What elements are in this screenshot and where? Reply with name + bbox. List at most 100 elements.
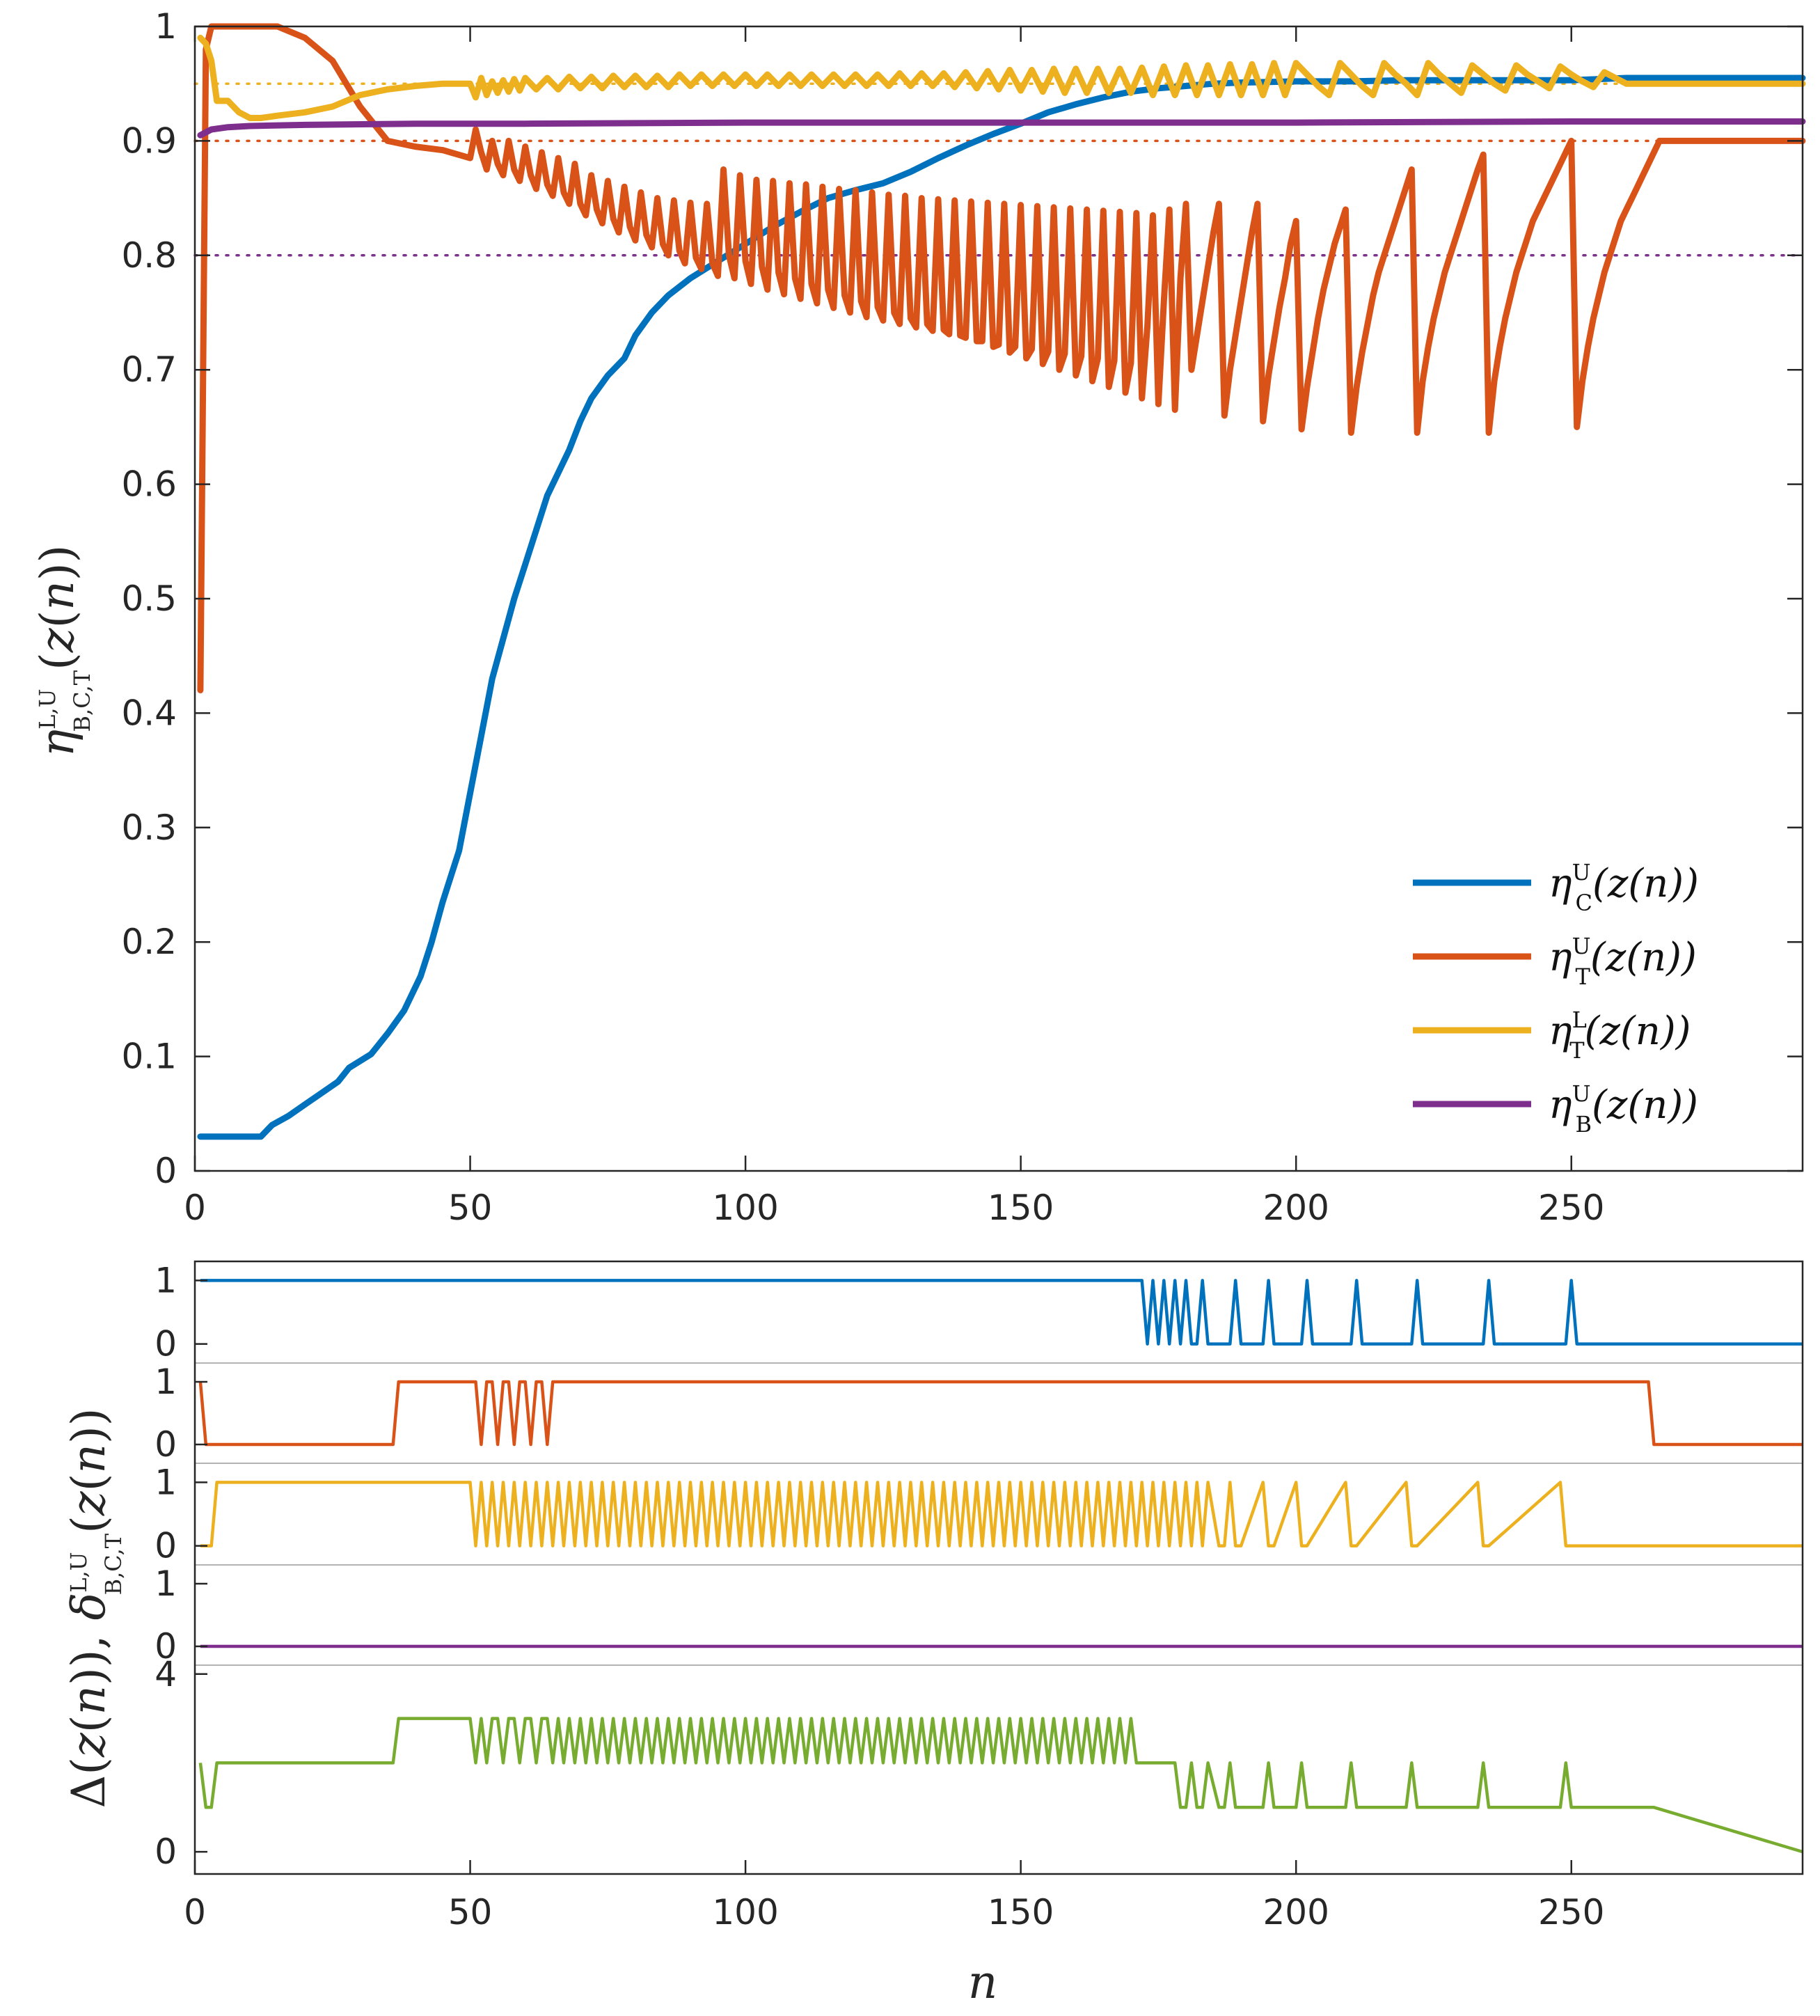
y-label-n2: n bbox=[62, 1444, 116, 1474]
y-label-z2: z bbox=[62, 1490, 116, 1516]
series-line-yellow bbox=[197, 34, 1806, 121]
x-tick-label: 250 bbox=[1538, 1188, 1604, 1228]
legend-sub: T bbox=[1569, 1037, 1585, 1064]
legend-main: η bbox=[1549, 1082, 1572, 1128]
y-label-sub: B,C,T bbox=[69, 670, 95, 732]
bottom-chart-axes-frame bbox=[193, 1260, 1804, 1875]
x-tick-label: 200 bbox=[1263, 1188, 1329, 1228]
x-tick-label: 100 bbox=[712, 1188, 778, 1228]
indicator-panel-orange bbox=[195, 1362, 1803, 1447]
legend-label: ηL T(z(n)) bbox=[1549, 1007, 1691, 1064]
indicator-line-green bbox=[198, 1717, 1803, 1854]
legend-sup: U bbox=[1572, 933, 1591, 959]
legend-sup: U bbox=[1572, 859, 1591, 885]
bottom-chart-y-axis-label: Δ(z(n)), δL,U B,C,T(z(n)) bbox=[62, 1408, 127, 1809]
x-tick-label: 150 bbox=[988, 1892, 1054, 1932]
y-tick-label: 0 bbox=[155, 1151, 177, 1191]
x-tick-label: 0 bbox=[184, 1188, 206, 1228]
x-tick-label: 150 bbox=[988, 1188, 1054, 1228]
y-tick-label: 0.4 bbox=[121, 693, 177, 733]
y-label-paren3: ( bbox=[62, 1474, 116, 1492]
top-chart-y-axis-label: ηL,U B,C,T(z(n)) bbox=[31, 545, 95, 757]
y-label-sep: )), bbox=[62, 1621, 116, 1685]
series-line-blue bbox=[197, 74, 1806, 1140]
indicator-line-blue bbox=[200, 1279, 1803, 1346]
legend-rest: (z(n)) bbox=[1585, 1009, 1691, 1054]
y-label-paren1: ( bbox=[31, 611, 84, 629]
y-label-paren: ( bbox=[62, 1715, 116, 1733]
y-label-z: z bbox=[31, 627, 84, 653]
y-tick-label: 0.9 bbox=[121, 120, 177, 161]
legend-sub: C bbox=[1576, 890, 1592, 916]
legend-entry-orange: ηU T(z(n)) bbox=[1413, 933, 1697, 990]
y-tick-label: 1 bbox=[155, 1260, 177, 1300]
legend-entry-blue: ηU C(z(n)) bbox=[1413, 859, 1699, 916]
series-line-purple bbox=[197, 118, 1806, 139]
indicator-panel-green bbox=[195, 1664, 1803, 1854]
x-tick-label: 100 bbox=[712, 1892, 778, 1932]
x-tick-label: 0 bbox=[184, 1892, 206, 1932]
bottom-chart-panels bbox=[195, 1279, 1803, 1854]
y-label-z: z bbox=[62, 1732, 116, 1758]
legend: ηU C(z(n))ηU T(z(n))ηL T(z(n))ηU B(z(n)) bbox=[1413, 859, 1699, 1137]
legend-sup: L bbox=[1572, 1007, 1587, 1033]
y-label-delta: Δ( bbox=[62, 1757, 116, 1808]
x-tick-label: 50 bbox=[448, 1188, 493, 1228]
y-tick-label: 0.1 bbox=[121, 1037, 177, 1077]
y-tick-label: 0 bbox=[155, 1832, 177, 1872]
top-chart-ticks: 0 50 100 150 200 250 0 0.1 0.2 0.3 0.4 0.5 0.6 0.7 0.8… bbox=[121, 6, 1803, 1228]
indicator-panel-blue bbox=[200, 1279, 1803, 1346]
indicator-line-orange bbox=[198, 1380, 1803, 1447]
y-label-close: )) bbox=[62, 1408, 116, 1444]
y-label-small-delta: δ bbox=[62, 1593, 116, 1621]
y-label-open: ( bbox=[62, 1515, 116, 1534]
legend-label: ηU T(z(n)) bbox=[1549, 933, 1697, 990]
y-tick-label: 0.2 bbox=[121, 922, 177, 962]
legend-entry-yellow: ηL T(z(n)) bbox=[1413, 1007, 1691, 1064]
y-tick-label: 4 bbox=[155, 1654, 177, 1694]
y-tick-label: 0 bbox=[155, 1526, 177, 1566]
y-label-paren2: )) bbox=[31, 545, 84, 581]
y-tick-label: 1 bbox=[155, 1362, 177, 1402]
y-tick-label: 1 bbox=[155, 1564, 177, 1604]
y-label-rest: ( bbox=[31, 652, 84, 670]
y-tick-label: 0.8 bbox=[121, 235, 177, 276]
legend-entry-purple: ηU B(z(n)) bbox=[1413, 1080, 1698, 1137]
legend-rest: (z(n)) bbox=[1590, 935, 1697, 980]
y-tick-label: 0.3 bbox=[121, 808, 177, 848]
x-tick-label: 200 bbox=[1263, 1892, 1329, 1932]
legend-sup: U bbox=[1572, 1080, 1591, 1107]
y-label-n: n bbox=[62, 1685, 116, 1715]
bottom-chart-x-axis-label: n bbox=[968, 1955, 998, 2009]
y-label-eta: η bbox=[31, 730, 84, 757]
y-tick-label: 0 bbox=[155, 1324, 177, 1364]
legend-main: η bbox=[1549, 1009, 1572, 1054]
legend-label: ηU C(z(n)) bbox=[1549, 859, 1699, 916]
legend-label: ηU B(z(n)) bbox=[1549, 1080, 1698, 1137]
y-tick-label: 1 bbox=[155, 1462, 177, 1502]
y-tick-label: 0 bbox=[155, 1626, 177, 1667]
legend-main: η bbox=[1549, 861, 1572, 906]
y-label-sub: B,C,T bbox=[100, 1533, 127, 1595]
legend-rest: (z(n)) bbox=[1592, 861, 1699, 906]
series-line-orange bbox=[197, 23, 1806, 693]
top-chart: 0 50 100 150 200 250 0 0.1 0.2 0.3 0.4 0.5 0.6 0.7 0.8… bbox=[31, 6, 1806, 1228]
indicator-panel-purple bbox=[195, 1564, 1803, 1648]
y-tick-label: 1 bbox=[155, 6, 177, 47]
legend-rest: (z(n)) bbox=[1592, 1082, 1698, 1128]
y-label-n: n bbox=[31, 581, 84, 611]
y-tick-label: 0.5 bbox=[121, 578, 177, 619]
legend-sub: B bbox=[1576, 1111, 1592, 1137]
x-tick-label: 250 bbox=[1538, 1892, 1604, 1932]
top-chart-series bbox=[197, 23, 1806, 1140]
y-tick-label: 0 bbox=[155, 1424, 177, 1465]
y-tick-label: 0.7 bbox=[121, 349, 177, 390]
indicator-line-yellow bbox=[200, 1481, 1803, 1548]
y-label-sup: L,U bbox=[65, 1552, 92, 1592]
indicator-panel-yellow bbox=[195, 1463, 1803, 1548]
legend-main: η bbox=[1549, 935, 1572, 980]
